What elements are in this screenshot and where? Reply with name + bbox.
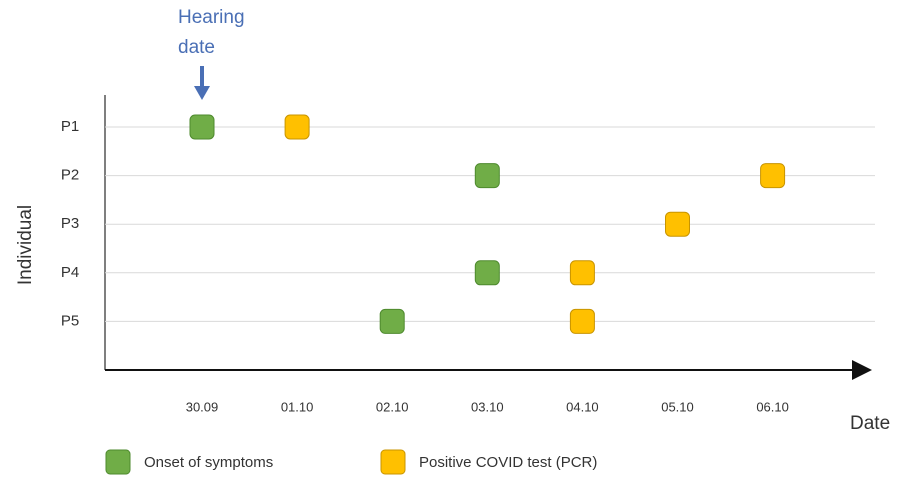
marker [665,211,690,237]
marker [474,260,500,286]
x-tick-label: 04.10 [566,399,599,414]
marker [569,308,595,334]
marker [284,114,310,140]
y-tick-label: P5 [61,312,79,329]
y-tick-label: P1 [61,118,79,135]
y-tick-label: P2 [61,167,79,184]
legend-swatch [380,449,406,475]
annotation-text: date [178,37,215,58]
x-tick-label: 03.10 [471,399,504,414]
x-tick-label: 30.09 [186,399,219,414]
marker [379,308,405,334]
marker [189,114,215,140]
legend-label: Onset of symptoms [144,454,273,471]
x-tick-label: 06.10 [756,399,789,414]
marker [569,260,595,286]
x-tick-label: 02.10 [376,399,409,414]
legend-swatch [105,449,131,475]
y-axis-label: Individual [15,205,36,285]
y-tick-label: P3 [61,215,79,232]
annotation-arrowhead [194,86,210,100]
marker [474,163,500,189]
legend-label: Positive COVID test (PCR) [419,454,597,471]
annotation-text: Hearing [178,7,245,28]
x-axis-label: Date [850,413,890,434]
marker [760,163,786,189]
x-tick-label: 05.10 [661,399,694,414]
y-tick-label: P4 [61,264,79,281]
x-tick-label: 01.10 [281,399,314,414]
